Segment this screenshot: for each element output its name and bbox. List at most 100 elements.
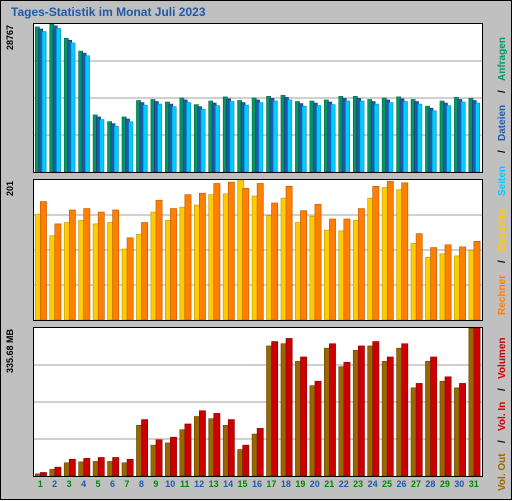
xlabel-14: 14	[221, 479, 235, 489]
bar-mid-rechner-30	[459, 247, 465, 320]
xlabel-9: 9	[149, 479, 163, 489]
bar-top-seiten-31	[476, 103, 480, 172]
bar-top-seiten-7	[129, 122, 133, 172]
xlabel-18: 18	[279, 479, 293, 489]
bar-bot-volumen-18	[286, 338, 292, 476]
bar-bot-volumen-25	[387, 357, 393, 476]
bar-mid-rechner-8	[142, 222, 148, 320]
xlabel-29: 29	[438, 479, 452, 489]
bar-mid-rechner-2	[55, 224, 61, 320]
xlabel-12: 12	[192, 479, 206, 489]
bar-bot-volumen-5	[98, 457, 104, 476]
bar-mid-rechner-21	[329, 219, 335, 320]
bar-bot-volumen-16	[257, 428, 263, 476]
legend--: /	[497, 81, 508, 93]
legend--: /	[497, 379, 508, 391]
panel-mid	[33, 179, 483, 321]
panel-top	[33, 23, 483, 173]
xlabel-23: 23	[351, 479, 365, 489]
bar-top-seiten-15	[244, 105, 248, 172]
bar-top-seiten-30	[461, 102, 465, 172]
bar-top-seiten-11	[187, 103, 191, 172]
bar-top-seiten-24	[374, 104, 378, 172]
bar-bot-volumen-14	[228, 420, 234, 476]
bar-mid-rechner-17	[272, 203, 278, 320]
bar-mid-rechner-23	[358, 209, 364, 320]
bar-mid-rechner-7	[127, 238, 133, 320]
bar-bot-volumen-12	[199, 411, 205, 476]
bar-top-seiten-23	[360, 101, 364, 172]
bar-top-seiten-6	[114, 126, 118, 172]
bar-bot-volumen-1	[40, 472, 46, 476]
xlabel-5: 5	[91, 479, 105, 489]
xlabel-20: 20	[308, 479, 322, 489]
bar-bot-volumen-3	[69, 459, 75, 476]
xlabel-8: 8	[134, 479, 148, 489]
bar-top-seiten-9	[158, 104, 162, 172]
bar-mid-rechner-16	[257, 183, 263, 320]
stats-frame: Tages-Statistik im Monat Juli 2023 Anfra…	[0, 0, 512, 500]
bar-mid-rechner-15	[243, 188, 249, 320]
bar-mid-rechner-14	[228, 182, 234, 320]
xlabel-24: 24	[366, 479, 380, 489]
bar-bot-volumen-31	[474, 328, 480, 476]
bar-top-seiten-18	[288, 100, 292, 172]
xlabel-6: 6	[105, 479, 119, 489]
bar-bot-volumen-6	[113, 457, 119, 476]
bar-bot-volumen-4	[84, 458, 90, 476]
xlabel-21: 21	[322, 479, 336, 489]
bar-mid-rechner-26	[402, 183, 408, 320]
bar-top-seiten-22	[346, 101, 350, 172]
bar-top-seiten-13	[215, 106, 219, 172]
bar-bot-volumen-24	[373, 342, 379, 476]
bar-bot-volumen-8	[142, 420, 148, 476]
bar-mid-rechner-24	[373, 186, 379, 320]
bar-bot-volumen-15	[243, 445, 249, 476]
bar-top-seiten-12	[201, 109, 205, 172]
xlabel-30: 30	[452, 479, 466, 489]
bar-mid-rechner-12	[199, 193, 205, 320]
bar-top-seiten-27	[418, 104, 422, 172]
xlabel-11: 11	[178, 479, 192, 489]
legend--: /	[497, 141, 508, 153]
bar-bot-volumen-23	[358, 346, 364, 476]
bar-bot-volumen-10	[170, 437, 176, 476]
legend--: /	[497, 431, 508, 443]
xlabel-1: 1	[33, 479, 47, 489]
bar-mid-rechner-27	[416, 234, 422, 320]
bar-bot-volumen-2	[55, 467, 61, 476]
legend-dateien: Dateien	[497, 93, 508, 141]
legend-seiten: Seiten	[497, 153, 508, 196]
chart-title: Tages-Statistik im Monat Juli 2023	[11, 5, 206, 19]
bar-mid-rechner-13	[214, 183, 220, 320]
legend-vol-out: Vol. Out	[497, 443, 508, 491]
xlabel-3: 3	[62, 479, 76, 489]
bar-mid-rechner-31	[474, 241, 480, 320]
right-legend: Anfragen / Dateien / SeitenBesuche / Rec…	[494, 1, 508, 501]
xlabel-4: 4	[77, 479, 91, 489]
bar-bot-volumen-27	[416, 383, 422, 476]
xlabel-13: 13	[207, 479, 221, 489]
xlabel-7: 7	[120, 479, 134, 489]
bar-top-seiten-8	[143, 105, 147, 172]
xlabel-15: 15	[236, 479, 250, 489]
xlabel-2: 2	[48, 479, 62, 489]
bar-mid-rechner-19	[300, 211, 306, 320]
legend-anfragen: Anfragen	[497, 27, 508, 81]
bar-mid-rechner-20	[315, 204, 321, 320]
bar-bot-volumen-26	[402, 344, 408, 476]
xlabel-19: 19	[293, 479, 307, 489]
xlabel-16: 16	[250, 479, 264, 489]
bar-top-seiten-4	[85, 56, 89, 172]
xlabel-10: 10	[163, 479, 177, 489]
bar-mid-rechner-1	[40, 202, 46, 320]
bar-bot-volumen-21	[329, 344, 335, 476]
ytick-bot: 335.68 MB	[5, 329, 15, 373]
bar-top-seiten-3	[71, 43, 75, 172]
bar-top-seiten-16	[259, 103, 263, 172]
bar-bot-volumen-29	[445, 377, 451, 476]
bar-mid-rechner-10	[170, 209, 176, 320]
ytick-top: 28767	[5, 25, 15, 50]
bar-top-seiten-25	[389, 103, 393, 172]
xlabel-17: 17	[264, 479, 278, 489]
